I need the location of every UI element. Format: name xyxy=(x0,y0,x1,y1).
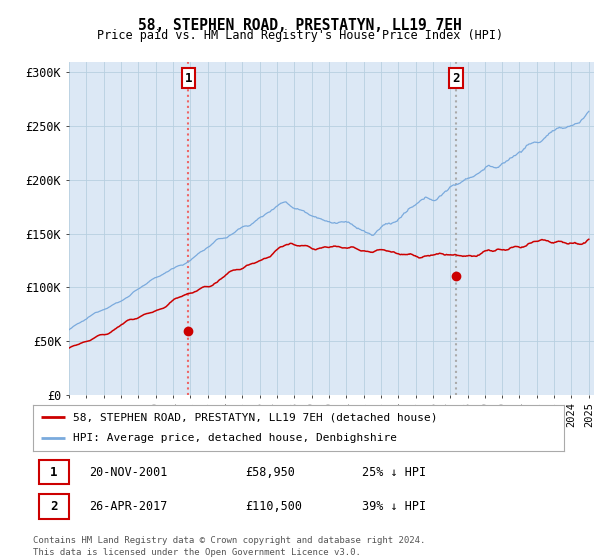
Text: 2: 2 xyxy=(50,500,58,514)
Text: 58, STEPHEN ROAD, PRESTATYN, LL19 7EH (detached house): 58, STEPHEN ROAD, PRESTATYN, LL19 7EH (d… xyxy=(73,412,437,422)
Text: HPI: Average price, detached house, Denbighshire: HPI: Average price, detached house, Denb… xyxy=(73,433,397,444)
Text: £58,950: £58,950 xyxy=(245,465,295,479)
FancyBboxPatch shape xyxy=(40,494,68,519)
Text: This data is licensed under the Open Government Licence v3.0.: This data is licensed under the Open Gov… xyxy=(33,548,361,557)
Text: 2: 2 xyxy=(452,72,460,85)
FancyBboxPatch shape xyxy=(40,460,68,484)
Text: £110,500: £110,500 xyxy=(245,500,302,514)
Text: Price paid vs. HM Land Registry's House Price Index (HPI): Price paid vs. HM Land Registry's House … xyxy=(97,29,503,42)
Text: 58, STEPHEN ROAD, PRESTATYN, LL19 7EH: 58, STEPHEN ROAD, PRESTATYN, LL19 7EH xyxy=(138,18,462,33)
Text: 1: 1 xyxy=(50,465,58,479)
Text: 1: 1 xyxy=(185,72,192,85)
Text: 20-NOV-2001: 20-NOV-2001 xyxy=(89,465,167,479)
Text: 25% ↓ HPI: 25% ↓ HPI xyxy=(362,465,427,479)
Text: 26-APR-2017: 26-APR-2017 xyxy=(89,500,167,514)
Text: Contains HM Land Registry data © Crown copyright and database right 2024.: Contains HM Land Registry data © Crown c… xyxy=(33,536,425,545)
Text: 39% ↓ HPI: 39% ↓ HPI xyxy=(362,500,427,514)
